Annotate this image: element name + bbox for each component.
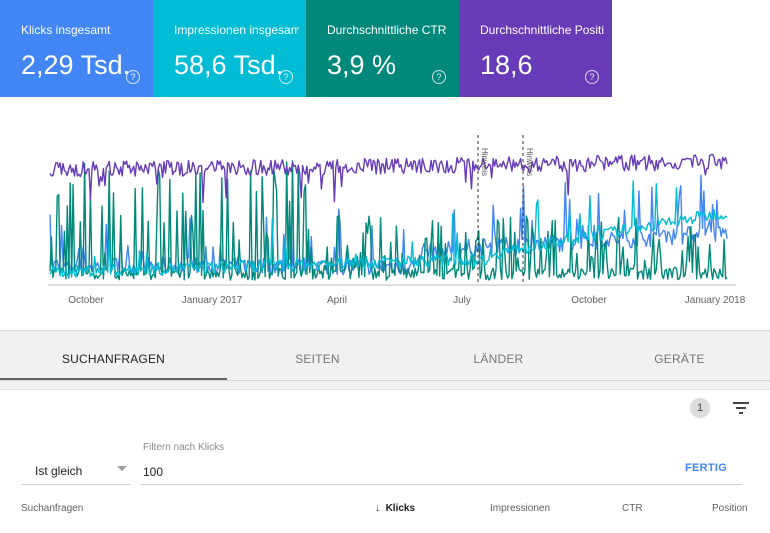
performance-panel: Klicks insgesamt 2,29 Tsd. ? Impressione…	[0, 0, 770, 331]
series-line-impressions	[49, 180, 728, 278]
column-header-clicks[interactable]: ↓ Klicks	[375, 503, 415, 514]
x-tick-label: January 2018	[685, 295, 746, 306]
sort-arrow-icon: ↓	[375, 503, 380, 514]
metric-value: 58,6 Tsd.	[174, 50, 284, 80]
filter-value-input[interactable]	[143, 462, 740, 482]
filter-icon[interactable]	[733, 401, 749, 415]
x-tick-label: January 2017	[182, 295, 243, 306]
metric-label: Klicks insgesamt	[21, 23, 111, 37]
metric-value: 18,6	[480, 50, 533, 80]
filter-operator-select[interactable]: Ist gleich	[35, 464, 83, 478]
select-underline	[22, 484, 130, 485]
series-line-clicks	[49, 174, 728, 276]
x-tick-label: July	[453, 295, 471, 306]
metric-value: 3,9 %	[327, 50, 397, 80]
done-button[interactable]: FERTIG	[685, 462, 728, 474]
column-header-queries[interactable]: Suchanfragen	[21, 503, 84, 514]
column-header-ctr[interactable]: CTR	[622, 503, 643, 514]
tab-queries[interactable]: SUCHANFRAGEN	[61, 352, 166, 366]
metric-card-clicks[interactable]: Klicks insgesamt 2,29 Tsd. ?	[0, 0, 153, 97]
metric-cards: Klicks insgesamt 2,29 Tsd. ? Impressione…	[0, 0, 612, 97]
metric-card-impressions[interactable]: Impressionen insgesamt 58,6 Tsd. ?	[153, 0, 306, 97]
tab-bar: SUCHANFRAGEN SEITEN LÄNDER GERÄTE	[0, 338, 770, 381]
annotation-label: Hinweis	[525, 148, 534, 176]
column-header-position[interactable]: Position	[712, 503, 748, 514]
help-icon[interactable]: ?	[126, 70, 140, 84]
chart-series	[49, 153, 728, 281]
metric-value: 2,29 Tsd.	[21, 50, 131, 80]
series-line-ctr	[49, 160, 728, 281]
dropdown-arrow-icon[interactable]	[117, 466, 127, 471]
metric-card-position[interactable]: Durchschnittliche Positi… 18,6 ?	[459, 0, 612, 97]
filter-field-label: Filtern nach Klicks	[143, 442, 225, 453]
active-tab-indicator	[0, 378, 227, 380]
help-icon[interactable]: ?	[585, 70, 599, 84]
metric-card-ctr[interactable]: Durchschnittliche CTR 3,9 % ?	[306, 0, 459, 97]
help-icon[interactable]: ?	[279, 70, 293, 84]
metric-label: Impressionen insgesamt	[174, 23, 299, 37]
table-panel	[0, 389, 770, 533]
metric-label: Durchschnittliche CTR	[327, 23, 447, 37]
filter-count-badge: 1	[690, 398, 710, 418]
help-icon[interactable]: ?	[432, 70, 446, 84]
annotation-label: Hinweis	[480, 148, 489, 176]
column-label: Klicks	[385, 503, 416, 514]
series-line-position	[49, 153, 728, 204]
performance-chart: Hinweis Hinweis October January 2017 Apr…	[48, 135, 746, 306]
x-tick-label: October	[68, 295, 104, 306]
x-tick-label: April	[327, 295, 347, 306]
column-header-impressions[interactable]: Impressionen	[490, 503, 551, 514]
input-underline	[140, 484, 742, 485]
tab-devices[interactable]: GERÄTE	[654, 352, 705, 366]
metric-label: Durchschnittliche Positi…	[480, 23, 605, 37]
tab-countries[interactable]: LÄNDER	[473, 352, 524, 366]
tab-pages[interactable]: SEITEN	[295, 352, 340, 366]
x-tick-label: October	[571, 295, 607, 306]
